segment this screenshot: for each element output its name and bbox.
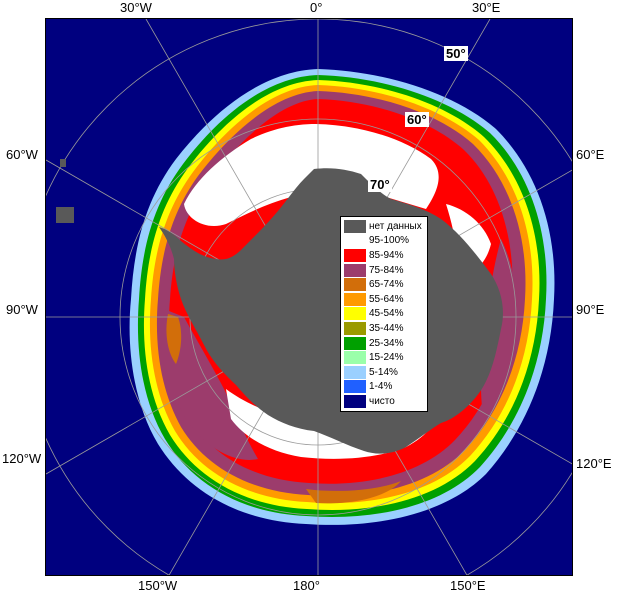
lat-label-70: 70° — [368, 177, 392, 192]
legend-label: 65-74% — [369, 279, 404, 291]
nodata-speck-2 — [60, 159, 66, 167]
legend-swatch — [344, 321, 366, 335]
nodata-speck-1 — [56, 207, 74, 223]
legend-label: 85-94% — [369, 249, 404, 261]
lon-label-90e: 90°E — [576, 302, 605, 317]
legend-label: нет данных — [369, 220, 422, 232]
legend-label: 15-24% — [369, 352, 404, 364]
legend-swatch — [344, 263, 366, 277]
legend-row: 25-34% — [344, 336, 424, 351]
lon-label-150w: 150°W — [138, 578, 178, 593]
legend-label: 95-100% — [369, 235, 410, 247]
legend-row: 65-74% — [344, 277, 424, 292]
legend-swatch — [344, 278, 366, 292]
lon-label-60e: 60°E — [576, 147, 605, 162]
lat-label-50: 50° — [444, 46, 468, 61]
lon-label-30e: 30°E — [472, 0, 501, 15]
legend-row: нет данных — [344, 219, 424, 234]
ice-patch-orange-west — [166, 314, 182, 364]
legend-row: 1-4% — [344, 380, 424, 395]
legend-row: 5-14% — [344, 365, 424, 380]
lon-label-60w: 60°W — [6, 147, 38, 162]
legend-label: 25-34% — [369, 337, 404, 349]
legend-label: 35-44% — [369, 322, 404, 334]
legend-swatch — [344, 234, 366, 248]
lon-label-120w: 120°W — [2, 451, 42, 466]
lat-label-60: 60° — [405, 112, 429, 127]
legend-label: 55-64% — [369, 293, 404, 305]
legend-label: 45-54% — [369, 308, 404, 320]
legend-swatch — [344, 292, 366, 306]
legend-swatch — [344, 336, 366, 350]
legend-row: 15-24% — [344, 350, 424, 365]
lon-label-30w: 30°W — [120, 0, 152, 15]
legend-swatch — [344, 219, 366, 233]
legend-row: 75-84% — [344, 263, 424, 278]
legend-label: 75-84% — [369, 264, 404, 276]
legend-row: 85-94% — [344, 248, 424, 263]
legend-swatch — [344, 248, 366, 262]
map-frame: 50° 60° 70° — [45, 18, 573, 576]
legend-row: 35-44% — [344, 321, 424, 336]
legend-row: 55-64% — [344, 292, 424, 307]
legend-row: 45-54% — [344, 307, 424, 322]
lon-label-0: 0° — [310, 0, 323, 15]
lon-label-150e: 150°E — [450, 578, 486, 593]
sea-ice-concentration-map — [46, 19, 572, 575]
pack-ice-white-east — [446, 204, 491, 274]
lon-label-120e: 120°E — [576, 456, 612, 471]
lon-label-180: 180° — [293, 578, 320, 593]
ice-patch-orange-south — [306, 481, 401, 504]
legend-row: 95-100% — [344, 234, 424, 249]
legend-swatch — [344, 380, 366, 394]
legend-swatch — [344, 365, 366, 379]
legend-label: 1-4% — [369, 381, 393, 393]
lon-label-90w: 90°W — [6, 302, 38, 317]
legend-swatch — [344, 307, 366, 321]
legend-swatch — [344, 351, 366, 365]
concentration-legend: нет данных 95-100% 85-94% 75-84% 65-74% 55-64… — [340, 216, 428, 412]
legend-swatch — [344, 394, 366, 408]
legend-label: чисто — [369, 395, 395, 407]
legend-label: 5-14% — [369, 366, 398, 378]
legend-row: чисто — [344, 394, 424, 409]
